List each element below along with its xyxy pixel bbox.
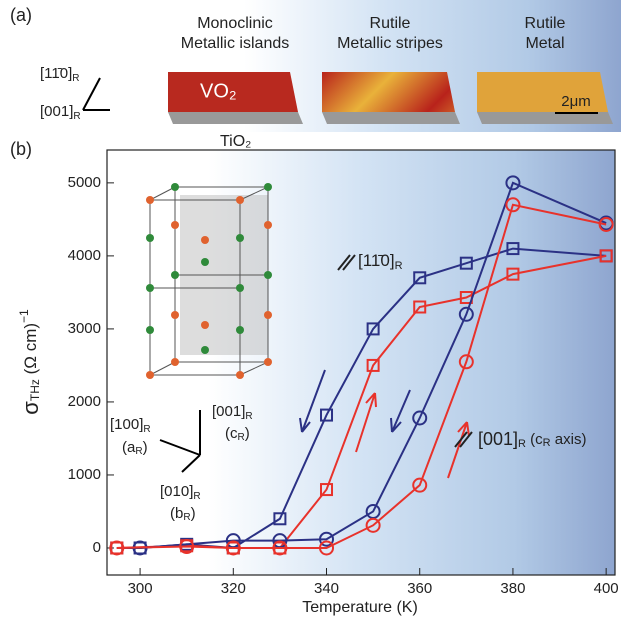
- axis-label: (bR): [170, 505, 196, 523]
- x-tick-label: 320: [221, 580, 246, 597]
- annotation: [001]R (cR axis): [478, 429, 586, 450]
- panel-label: (b): [10, 139, 32, 159]
- y-tick-label: 5000: [68, 174, 101, 191]
- x-tick-label: 360: [407, 580, 432, 597]
- film-label: Metallic islands: [181, 35, 289, 52]
- axis-label: (cR): [225, 425, 250, 443]
- y-tick-label: 4000: [68, 247, 101, 264]
- scale-bar: 2μm: [561, 93, 590, 110]
- film-name: VO₂: [200, 80, 237, 102]
- axis-label: [11̄0]R: [40, 65, 79, 84]
- substrate-name: TiO₂: [220, 133, 251, 150]
- x-tick-label: 380: [500, 580, 525, 597]
- figure: (a) Monoclinic Metallic islands Rutile M…: [0, 0, 621, 621]
- y-tick-label: 3000: [68, 320, 101, 337]
- x-tick-label: 400: [594, 580, 619, 597]
- y-tick-label: 1000: [68, 466, 101, 483]
- y-tick-label: 2000: [68, 393, 101, 410]
- x-tick-label: 300: [128, 580, 153, 597]
- y-axis-title: σTHz (Ω cm)−1: [17, 309, 43, 415]
- panel-label: (a): [10, 5, 32, 25]
- axis-label: (aR): [122, 439, 148, 457]
- film-label: Rutile: [525, 15, 566, 32]
- x-tick-label: 340: [314, 580, 339, 597]
- x-axis-title: Temperature (K): [302, 599, 418, 616]
- axis-label: [001]R: [40, 103, 81, 122]
- film-label: Rutile: [370, 15, 411, 32]
- y-tick-label: 0: [93, 539, 101, 556]
- film-label: Monoclinic: [197, 15, 273, 32]
- film-label: Metallic stripes: [337, 35, 443, 52]
- film-label: Metal: [525, 35, 564, 52]
